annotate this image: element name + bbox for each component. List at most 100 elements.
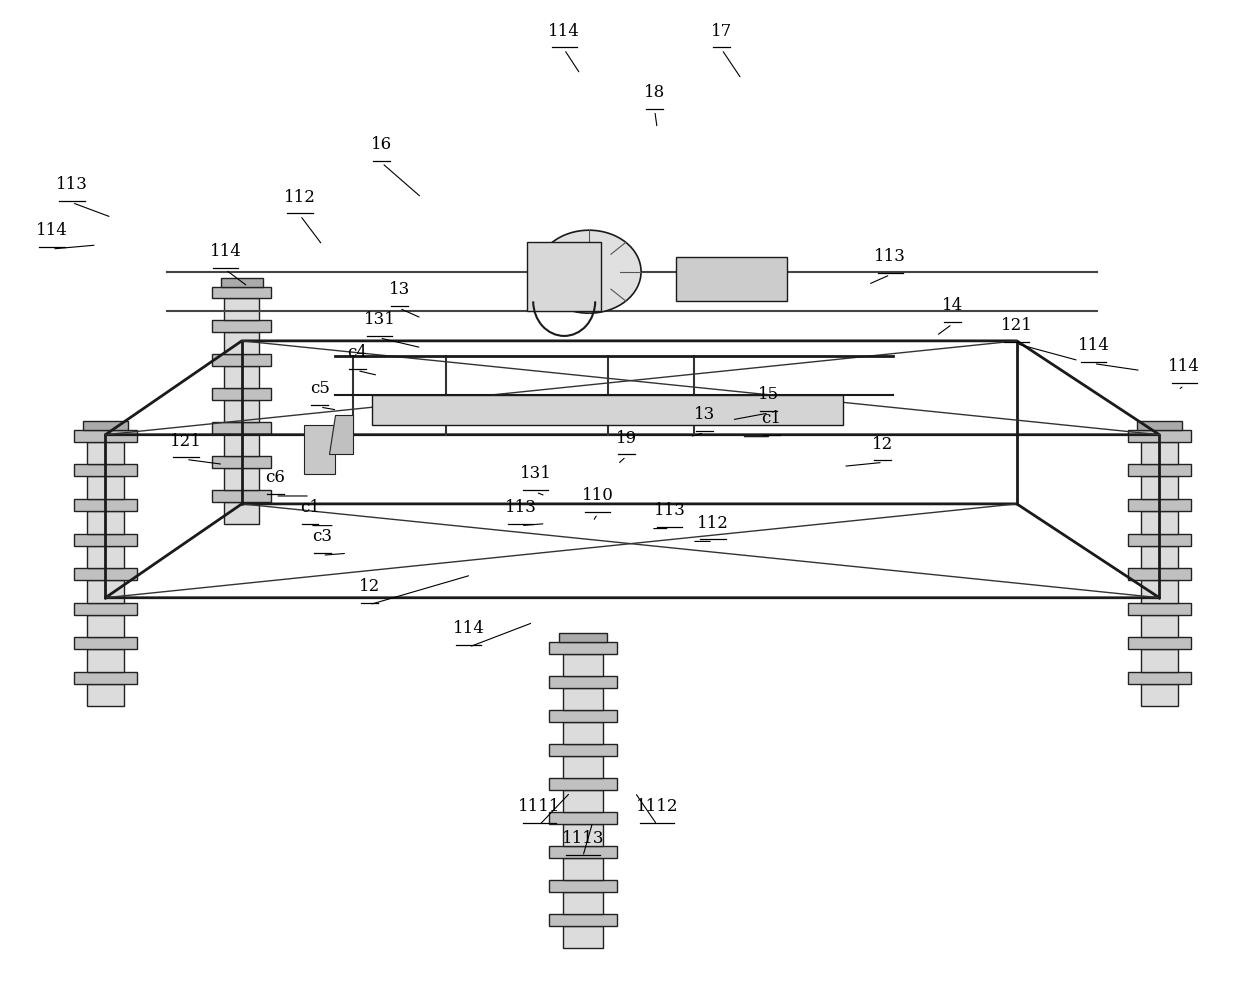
Text: 17: 17 — [711, 23, 733, 40]
Polygon shape — [329, 415, 353, 454]
Text: 1111: 1111 — [518, 798, 560, 815]
Bar — [1128, 637, 1192, 649]
Bar — [549, 847, 616, 859]
Bar — [549, 744, 616, 756]
Text: c1: c1 — [300, 499, 320, 516]
Bar — [1128, 499, 1192, 511]
Bar — [559, 632, 606, 642]
Bar — [549, 779, 616, 790]
Bar — [1141, 545, 1178, 568]
Text: 1112: 1112 — [636, 798, 678, 815]
Bar — [563, 824, 603, 847]
Bar — [563, 892, 603, 915]
Text: 112: 112 — [284, 189, 316, 206]
Text: 131: 131 — [520, 465, 552, 482]
Text: 114: 114 — [453, 620, 485, 637]
Bar — [549, 915, 616, 927]
Bar — [74, 603, 138, 615]
Bar — [224, 467, 259, 490]
Text: 16: 16 — [371, 136, 393, 153]
Bar — [304, 425, 335, 474]
Bar — [1128, 464, 1192, 476]
Text: 113: 113 — [874, 248, 906, 265]
Bar — [74, 430, 138, 442]
Bar — [1128, 430, 1192, 442]
Bar — [87, 511, 124, 534]
Bar — [676, 257, 787, 301]
Text: 114: 114 — [1078, 337, 1110, 354]
Text: 18: 18 — [644, 84, 666, 101]
Bar — [87, 476, 124, 499]
Bar — [74, 499, 138, 511]
Text: c1: c1 — [761, 410, 781, 427]
Text: 113: 113 — [56, 176, 88, 193]
Bar — [1141, 442, 1178, 464]
Bar — [212, 455, 272, 467]
Text: 1113: 1113 — [562, 830, 604, 847]
Bar — [549, 880, 616, 892]
Bar — [212, 355, 272, 367]
Text: 121: 121 — [1001, 317, 1033, 334]
Bar — [549, 642, 616, 654]
Bar — [87, 684, 124, 706]
Text: 13: 13 — [693, 406, 715, 423]
Text: c3: c3 — [312, 529, 332, 545]
Text: 131: 131 — [363, 311, 396, 328]
Bar — [87, 545, 124, 568]
Text: 15: 15 — [758, 386, 780, 403]
Bar — [74, 568, 138, 580]
Bar — [224, 367, 259, 388]
Bar — [1141, 684, 1178, 706]
Text: 13: 13 — [388, 282, 410, 298]
Bar — [87, 649, 124, 672]
Text: 112: 112 — [697, 515, 729, 532]
Bar — [563, 756, 603, 779]
Bar — [224, 332, 259, 355]
Text: 121: 121 — [170, 433, 202, 450]
Bar — [1128, 672, 1192, 684]
Bar — [87, 442, 124, 464]
Text: 114: 114 — [210, 243, 242, 260]
Bar — [549, 812, 616, 824]
Bar — [527, 242, 601, 311]
Bar — [87, 580, 124, 603]
Bar — [212, 320, 272, 332]
Bar — [549, 710, 616, 722]
Bar — [1137, 421, 1182, 430]
Bar — [372, 395, 843, 425]
Bar — [563, 859, 603, 880]
Bar — [212, 422, 272, 434]
Bar — [212, 287, 272, 298]
Bar — [549, 676, 616, 689]
Bar — [1141, 649, 1178, 672]
Bar — [87, 615, 124, 637]
Text: 114: 114 — [1168, 359, 1200, 375]
Bar — [83, 421, 128, 430]
Bar — [74, 637, 138, 649]
Text: c4: c4 — [347, 344, 367, 361]
Bar — [1141, 615, 1178, 637]
Bar — [1141, 580, 1178, 603]
Bar — [563, 790, 603, 812]
Bar — [74, 672, 138, 684]
Bar — [74, 534, 138, 545]
Bar — [1141, 476, 1178, 499]
Bar — [212, 388, 272, 400]
Text: 12: 12 — [358, 578, 381, 595]
Bar — [563, 722, 603, 744]
Text: 12: 12 — [872, 436, 894, 453]
Bar — [74, 464, 138, 476]
Text: 110: 110 — [582, 487, 614, 504]
Bar — [563, 927, 603, 948]
Text: 14: 14 — [941, 297, 963, 314]
Bar — [212, 490, 272, 502]
Bar — [1128, 568, 1192, 580]
Bar — [224, 400, 259, 422]
Bar — [221, 279, 263, 287]
Bar — [563, 654, 603, 676]
Text: c5: c5 — [310, 380, 330, 397]
Text: c6: c6 — [265, 469, 285, 486]
Bar — [1141, 511, 1178, 534]
Bar — [224, 434, 259, 455]
Bar — [1128, 534, 1192, 545]
